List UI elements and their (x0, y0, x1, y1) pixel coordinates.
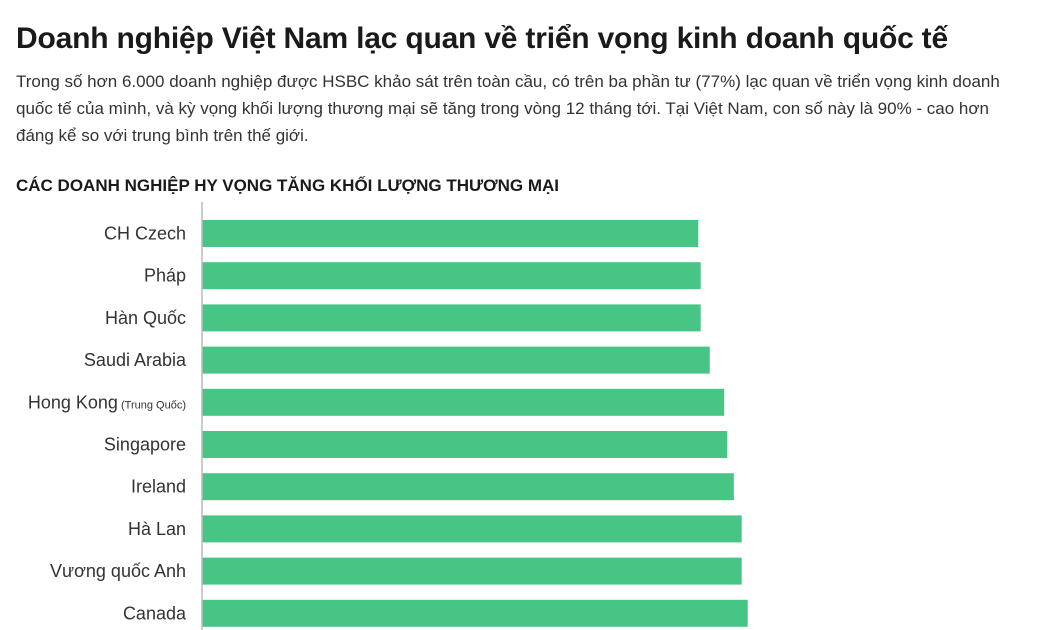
intro-paragraph: Trong số hơn 6.000 doanh nghiệp được HSB… (16, 72, 1000, 145)
category-label-9: Canada (123, 603, 187, 623)
page-title: Doanh nghiệp Việt Nam lạc quan về triển … (16, 22, 948, 55)
category-label-0: CH Czech (104, 224, 186, 244)
bar-3 (202, 346, 710, 374)
bar-6 (202, 473, 734, 501)
category-label-7: Hà Lan (128, 519, 186, 539)
category-label-4: Hong Kong (Trung Quốc) (28, 392, 186, 412)
bar-1 (202, 262, 701, 290)
category-label-8: Vương quốc Anh (50, 561, 186, 581)
chart-title: CÁC DOANH NGHIỆP HY VỌNG TĂNG KHỐI LƯỢNG… (16, 176, 559, 195)
category-label-2: Hàn Quốc (105, 308, 186, 328)
category-label-1: Pháp (144, 266, 186, 286)
bar-7 (202, 515, 742, 543)
category-label-3: Saudi Arabia (84, 350, 187, 370)
bar-chart: CH Czech Pháp Hàn Quốc Saudi Arabia Hong Kon… (28, 202, 748, 630)
bar-9 (202, 599, 748, 627)
category-label-6: Ireland (131, 477, 186, 497)
bar-0 (202, 220, 699, 247)
bar-8 (202, 557, 742, 585)
bar-5 (202, 431, 728, 458)
bar-4 (202, 388, 725, 416)
category-label-5: Singapore (104, 435, 186, 455)
bar-2 (202, 304, 701, 332)
